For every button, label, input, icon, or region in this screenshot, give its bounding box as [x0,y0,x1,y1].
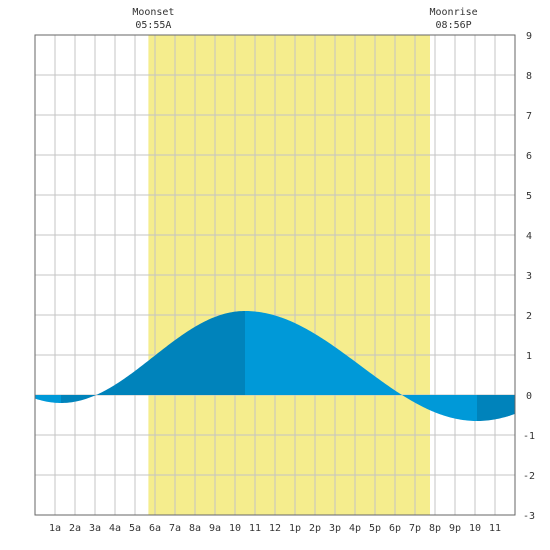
tide-rising-area-late [477,395,515,421]
moon-event-time: 08:56P [436,20,472,31]
x-tick-label: 9a [209,523,221,534]
y-tick-label: 8 [526,71,532,82]
y-tick-label: -1 [523,431,535,442]
y-tick-label: 0 [526,391,532,402]
y-tick-label: 9 [526,31,532,42]
y-tick-label: 3 [526,271,532,282]
y-tick-label: 6 [526,151,532,162]
x-tick-label: 5p [369,523,381,534]
y-tick-label: 4 [526,231,532,242]
y-tick-label: 2 [526,311,532,322]
tide-falling-area [245,311,477,421]
x-tick-label: 1p [289,523,301,534]
x-tick-label: 9p [449,523,461,534]
x-tick-label: 5a [129,523,141,534]
tide-rising-area [61,311,245,403]
y-tick-label: 1 [526,351,532,362]
moon-event-time: 05:55A [135,20,171,31]
x-tick-label: 7p [409,523,421,534]
x-tick-label: 8a [189,523,201,534]
x-tick-label: 10 [469,523,481,534]
x-tick-label: 4p [349,523,361,534]
x-tick-label: 1a [49,523,61,534]
x-tick-label: 11 [249,523,261,534]
x-tick-label: 10 [229,523,241,534]
x-tick-label: 7a [169,523,181,534]
x-tick-label: 8p [429,523,441,534]
x-tick-label: 12 [269,523,281,534]
x-tick-label: 2p [309,523,321,534]
x-tick-label: 3a [89,523,101,534]
x-tick-label: 6p [389,523,401,534]
y-tick-label: 5 [526,191,532,202]
x-tick-label: 3p [329,523,341,534]
y-tick-label: -3 [523,511,535,522]
plot-frame [34,34,516,516]
x-tick-label: 11 [489,523,501,534]
x-tick-label: 6a [149,523,161,534]
y-tick-label: -2 [523,471,535,482]
y-tick-label: 7 [526,111,532,122]
x-tick-label: 2a [69,523,81,534]
x-tick-label: 4a [109,523,121,534]
tide-falling-area-early [35,395,61,403]
moon-event-name: Moonrise [430,7,478,18]
moon-event-name: Moonset [132,7,174,18]
